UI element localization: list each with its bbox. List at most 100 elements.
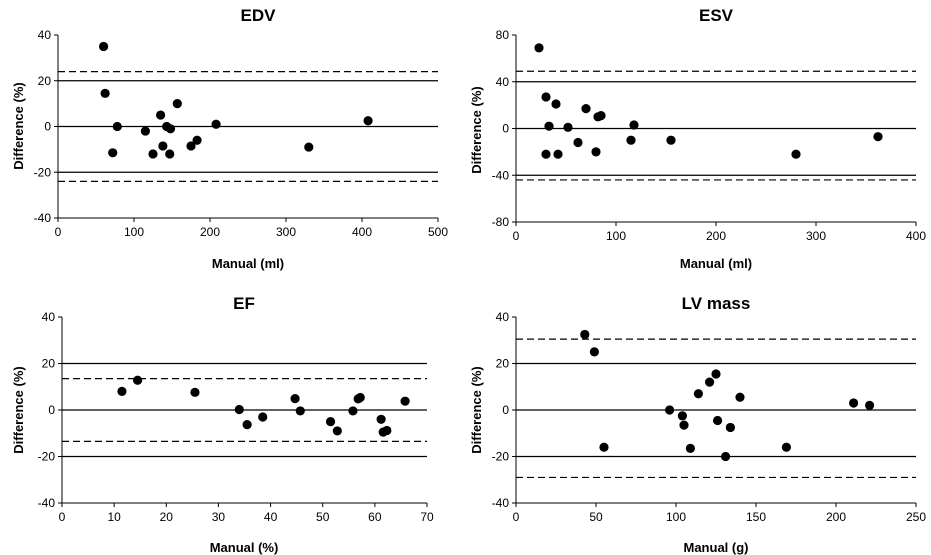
chart-panel-edv: EDV Difference (%) Manual (ml) -40 -20 0 20…	[11, 6, 448, 271]
x-tick-label: 100	[666, 510, 686, 524]
data-point	[117, 386, 127, 396]
y-tick-label: 0	[502, 403, 509, 417]
x-tick-label: 200	[826, 510, 846, 524]
data-point	[713, 415, 723, 426]
chart-title: EF	[233, 294, 255, 313]
data-point	[190, 387, 200, 397]
y-tick-label: -40	[34, 211, 52, 225]
data-point	[735, 392, 745, 402]
x-tick-label: 0	[55, 225, 62, 239]
data-point	[541, 149, 551, 159]
data-point	[573, 137, 583, 148]
y-tick-label: -20	[38, 450, 56, 464]
chart-title: ESV	[699, 6, 734, 25]
y-axis-label: Difference (%)	[469, 366, 484, 453]
data-point	[156, 110, 166, 120]
data-point	[400, 396, 410, 406]
data-point	[363, 116, 373, 126]
data-point	[679, 420, 689, 430]
x-tick-label: 400	[352, 225, 372, 239]
data-point	[873, 132, 883, 142]
x-tick-label: 500	[428, 225, 448, 239]
data-point	[242, 420, 252, 430]
data-point	[348, 406, 358, 416]
data-point	[112, 121, 122, 132]
y-tick-label: 40	[42, 310, 56, 324]
chart-panel-ef: EF Difference (%) Manual (%) -40 -20 0 20 40…	[11, 294, 434, 555]
y-tick-label: 80	[496, 28, 510, 42]
y-tick-label: 0	[502, 122, 509, 136]
data-point	[589, 347, 600, 357]
y-tick-label: 20	[496, 357, 510, 371]
data-point	[148, 149, 158, 159]
y-tick-label: -40	[492, 496, 510, 510]
data-point	[211, 119, 221, 129]
data-point	[711, 369, 721, 379]
data-point	[133, 375, 143, 385]
y-tick-label: 0	[44, 120, 51, 134]
data-point	[165, 149, 175, 159]
data-point	[865, 400, 875, 410]
data-point	[665, 405, 675, 415]
y-tick-label: 20	[38, 74, 52, 88]
y-tick-label: 40	[496, 75, 510, 89]
data-point	[580, 329, 590, 340]
y-axis-label: Difference (%)	[11, 366, 26, 453]
chart-panel-esv: ESV Difference (%) Manual (ml) -80 -40 0 40…	[469, 6, 926, 271]
data-point	[849, 398, 859, 408]
x-tick-label: 200	[706, 229, 726, 243]
x-tick-label: 0	[513, 229, 520, 243]
x-axis-label: Manual (ml)	[680, 256, 752, 271]
y-tick-label: -20	[34, 165, 52, 179]
data-point	[325, 417, 336, 427]
y-tick-label: 0	[48, 403, 55, 417]
data-point	[693, 389, 704, 399]
data-point	[158, 141, 168, 151]
y-tick-label: -80	[492, 215, 510, 229]
x-tick-label: 300	[806, 229, 826, 243]
y-axis-label: Difference (%)	[11, 82, 26, 169]
data-point	[721, 451, 731, 462]
data-point	[629, 120, 639, 130]
x-tick-label: 250	[906, 510, 926, 524]
data-point	[591, 147, 601, 157]
data-point	[165, 124, 176, 134]
data-point	[791, 149, 801, 159]
x-tick-label: 400	[906, 229, 926, 243]
data-point	[677, 411, 688, 421]
x-tick-label: 10	[107, 510, 121, 524]
data-point	[626, 135, 636, 145]
x-axis-label: Manual (ml)	[212, 256, 284, 271]
data-point	[100, 88, 110, 98]
x-tick-label: 40	[264, 510, 278, 524]
y-tick-label: -40	[492, 168, 510, 182]
x-tick-label: 100	[124, 225, 144, 239]
y-tick-label: -20	[492, 450, 510, 464]
data-point	[172, 99, 182, 109]
chart-title: LV mass	[682, 294, 751, 313]
data-point	[781, 442, 792, 452]
data-point	[599, 442, 609, 452]
x-tick-label: 0	[59, 510, 66, 524]
data-point	[705, 377, 715, 387]
data-point	[355, 392, 365, 403]
x-tick-label: 200	[200, 225, 220, 239]
y-tick-label: -40	[38, 496, 56, 510]
data-point	[534, 43, 544, 53]
data-point	[553, 149, 563, 159]
data-point	[332, 426, 342, 436]
data-point	[581, 104, 591, 114]
x-tick-label: 20	[160, 510, 174, 524]
data-point	[685, 443, 696, 453]
data-point	[563, 122, 573, 132]
y-tick-label: 40	[496, 310, 510, 324]
data-point	[596, 111, 606, 121]
data-point	[258, 412, 268, 422]
data-point	[551, 99, 561, 109]
x-axis-label: Manual (g)	[684, 540, 749, 555]
data-point	[192, 135, 202, 145]
data-point	[234, 404, 244, 415]
x-axis-label: Manual (%)	[210, 540, 279, 555]
chart-panel-lv-mass: LV mass Difference (%) Manual (g) -40 -20…	[469, 294, 926, 555]
x-tick-label: 100	[606, 229, 626, 243]
